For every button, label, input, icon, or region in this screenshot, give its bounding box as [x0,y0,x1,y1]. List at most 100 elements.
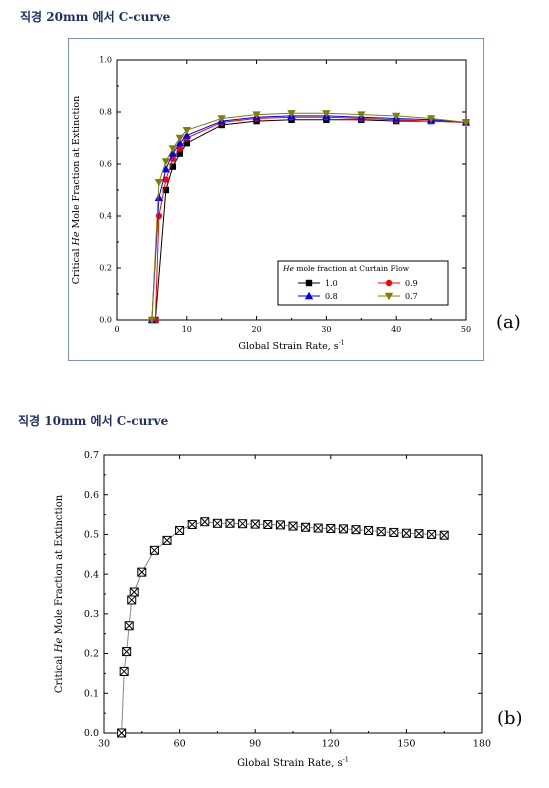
chart-b-data-point [137,567,147,577]
chart-b-data-point [414,529,424,539]
chart-a-data-point [252,111,261,119]
chart-b-data-point [275,520,285,530]
chart-a-data-point [357,111,366,119]
chart-a-legend-marker [384,292,394,301]
chart-b-plot-area [103,454,483,734]
chart-b-y-tick-label: 0.5 [84,530,99,541]
chart-a-data-point [168,149,178,157]
chart-b-x-tick-label: 60 [174,739,186,750]
chart-a-data-point [161,165,171,173]
chart-b-y-axis-label: Critical He Mole Fraction at Extinction [54,494,65,693]
chart-a-y-tick-label: 0.0 [99,316,112,325]
chart-b-series-line-0 [121,521,445,734]
chart-b-data-point [338,524,348,534]
chart-b-x-tick-label: 120 [322,739,340,750]
chart-b-x-tick-label: 150 [397,739,415,750]
chart-a-data-point [322,110,331,118]
chart-a-x-tick-label: 40 [391,325,401,334]
chart-a-x-tick-label: 20 [252,325,262,334]
chart-a-y-tick-label: 0.4 [99,212,112,221]
chart-b-data-point [326,523,336,533]
chart-b-data-point [301,522,311,532]
chart-a-x-axis-label: Global Strain Rate, s-1 [238,340,344,352]
chart-a-legend-label: 0.9 [405,279,418,288]
chart-a-data-point [182,127,191,135]
chart-b-data-point [238,519,248,529]
chart-b-data-point [117,728,127,738]
chart-b-data-point [129,587,139,597]
chart-b-data-point [351,525,361,535]
chart-b-data-point [401,528,411,538]
chart-a-x-tick-label: 50 [461,325,471,334]
chart-b-heading: 직경 10mm 에서 C-curve [18,414,169,428]
chart-b-data-point [376,527,386,537]
chart-b-data-point [389,527,399,537]
chart-a-data-point [168,145,178,153]
panel-a-label: (a) [496,312,521,333]
chart-a-y-tick-label: 1.0 [99,56,112,65]
chart-a-legend-marker [304,291,314,300]
chart-b-y-tick-label: 0.0 [84,728,99,739]
chart-a-data-point [175,134,185,143]
chart-a-legend-label: 0.7 [405,292,418,301]
chart-b-data-point [250,519,260,529]
chart-a-data-point [154,193,164,201]
chart-b-y-tick-label: 0.4 [84,569,99,580]
chart-b-data-point [212,518,222,528]
chart-b-data-point [175,525,185,535]
chart-a-legend-marker [305,279,313,287]
panel-b-label: (b) [497,708,523,729]
chart-b-x-tick-label: 180 [473,739,491,750]
chart-b-x-axis-label: Global Strain Rate, s-1 [237,756,349,770]
chart-a-data-point [175,139,185,147]
chart-a-y-tick-label: 0.6 [99,160,112,169]
chart-a-data-point [426,115,436,123]
chart-b-data-point [313,523,323,533]
chart-a-data-point [183,140,190,147]
chart-a-data-point [392,112,401,121]
chart-b-data-point [187,520,197,529]
chart-a-data-point [287,110,296,118]
chart-a-data-point [182,131,191,139]
chart-b-y-tick-label: 0.7 [84,450,99,461]
chart-b-data-point [122,647,132,657]
chart-a-heading: 직경 20mm 에서 C-curve [20,10,171,24]
chart-b-data-point [364,525,374,535]
chart-a-data-point [147,316,157,325]
chart-b-data-point [225,518,235,528]
chart-a-legend-label: 0.8 [325,292,338,301]
chart-a-y-axis-label: Critical He Mole Fraction at Extinction [71,96,82,284]
chart-b-data-point [263,520,273,529]
chart-b-data-point [119,666,129,676]
chart-a-data-point [176,145,184,152]
chart-a-data-point [217,115,226,123]
chart-b-data-point [288,521,298,531]
chart-a-data-point [176,150,184,157]
chart-b-y-tick-label: 0.6 [84,490,99,501]
chart-b-y-tick-label: 0.3 [84,609,99,620]
chart-a-data-point [154,179,164,187]
chart-b-data-point [439,530,449,540]
chart-a-x-tick-label: 0 [114,325,119,334]
chart-b-x-tick-label: 30 [98,739,110,750]
chart-b-data-point [200,517,210,527]
chart-a-series-line-0.8 [151,115,467,321]
chart-b-data-point [124,621,134,631]
chart-a-data-point [161,158,171,166]
chart-a-data-point [162,186,170,194]
chart-a-y-tick-label: 0.8 [99,108,112,117]
chart-b-data-point [127,595,137,605]
chart-a-data-point [162,176,170,183]
chart-a-legend-title: He mole fraction at Curtain Flow [282,264,410,273]
chart-a-frame [68,38,484,361]
chart-b-x-tick-label: 90 [249,739,261,750]
chart-a-x-tick-label: 30 [321,325,331,334]
chart-b-y-tick-label: 0.2 [84,649,99,660]
chart-b-data-point [149,545,159,555]
chart-b-data-point [162,535,172,545]
chart-a-data-point [169,163,177,170]
chart-a-legend-label: 1.0 [325,279,338,288]
chart-a-y-tick-label: 0.2 [99,264,112,273]
chart-b-data-point [427,529,437,539]
